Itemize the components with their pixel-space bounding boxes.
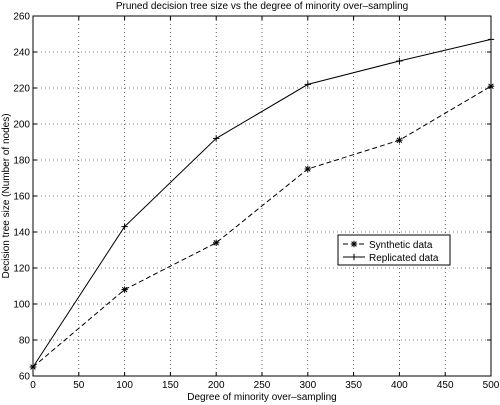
- y-tick-label: 260: [13, 12, 30, 23]
- legend-box: [337, 234, 451, 266]
- series-group: [29, 36, 495, 371]
- data-point-synthetic: [304, 165, 311, 173]
- y-tick-label: 100: [13, 300, 30, 311]
- data-point-synthetic: [121, 286, 128, 293]
- y-tick-label: 80: [19, 336, 31, 347]
- data-point-replicated: [304, 81, 311, 88]
- y-tick-label: 60: [19, 372, 31, 383]
- data-point-synthetic: [213, 239, 220, 246]
- y-tick-label: 140: [13, 228, 30, 239]
- y-axis: 60 80 100 120 140 160 180 200 220 240 260: [13, 12, 491, 383]
- data-point-replicated: [487, 36, 495, 43]
- legend-marker-glyph: [350, 240, 358, 248]
- x-tick-label: 250: [254, 380, 271, 391]
- y-tick-label: 120: [13, 264, 30, 275]
- legend-marker-synthetic: [350, 240, 358, 248]
- legend-marker-replicated: [350, 253, 358, 261]
- legend-marker-glyph: [350, 253, 358, 261]
- x-tick-label: 200: [208, 380, 225, 391]
- y-axis-label: Decision tree size (Number of nodes): [1, 113, 12, 278]
- x-tick-label: 0: [30, 380, 36, 391]
- y-tick-label: 180: [13, 156, 30, 167]
- y-tick-label: 160: [13, 192, 30, 203]
- x-axis: 0 50 100 150 200 250 300 350 400 450 500: [30, 16, 500, 391]
- x-tick-label: 450: [437, 380, 454, 391]
- data-point-synthetic: [487, 83, 495, 90]
- data-point-replicated: [213, 135, 220, 142]
- series-line-synthetic: [32, 85, 492, 368]
- data-point-replicated: [121, 223, 128, 230]
- legend-label-synthetic: Synthetic data: [369, 240, 433, 251]
- x-tick-label: 400: [391, 380, 408, 391]
- chart-title: Pruned decision tree size vs the degree …: [116, 1, 408, 12]
- x-tick-label: 50: [73, 380, 85, 391]
- data-point-synthetic: [396, 137, 403, 144]
- x-tick-label: 300: [299, 380, 316, 391]
- legend-label-replicated: Replicated data: [369, 253, 439, 264]
- x-tick-label: 350: [345, 380, 362, 391]
- x-tick-label: 100: [116, 380, 133, 391]
- x-tick-label: 150: [162, 380, 179, 391]
- x-tick-label: 500: [483, 380, 500, 391]
- legend: Synthetic data Replicated data: [337, 234, 451, 266]
- y-tick-label: 200: [13, 120, 30, 131]
- grid-lines: [33, 16, 491, 376]
- y-tick-label: 240: [13, 48, 30, 59]
- y-tick-label: 220: [13, 84, 30, 95]
- data-point-replicated: [29, 363, 37, 371]
- x-axis-label: Degree of minority over–sampling: [187, 392, 337, 403]
- series-line-replicated: [32, 38, 492, 368]
- data-point-replicated: [396, 57, 403, 65]
